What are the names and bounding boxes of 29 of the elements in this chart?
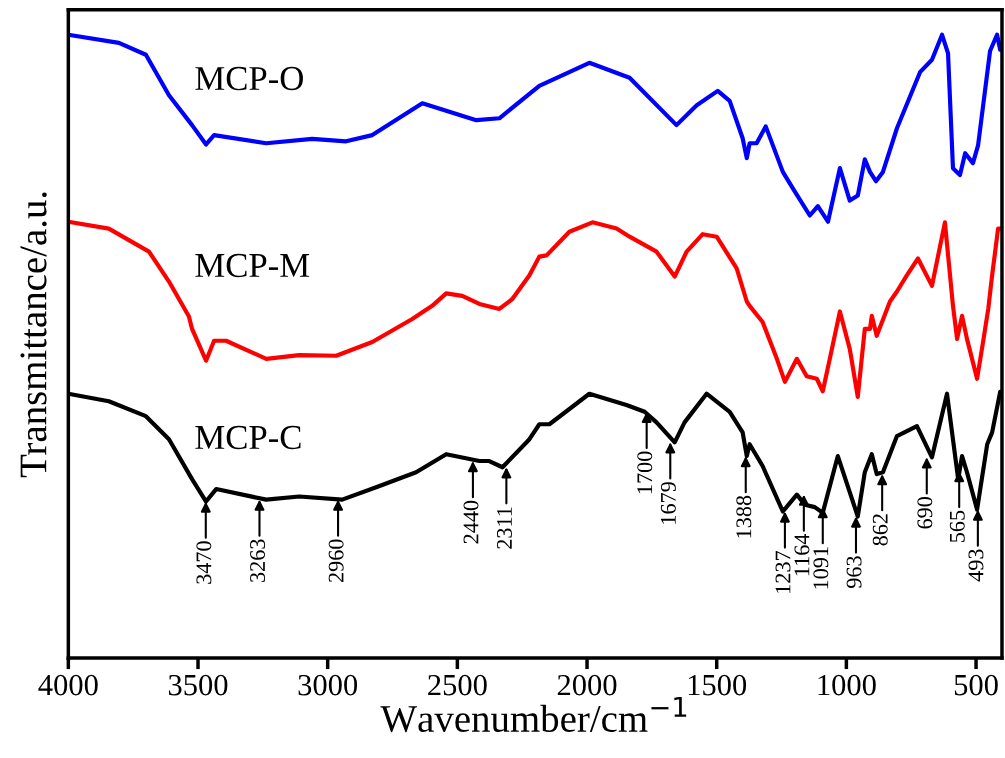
annotation: 963 xyxy=(846,556,862,588)
y-axis-title: Transmittance/a.u. xyxy=(20,192,47,478)
x-axis-title: Wavenumber/cm$^{−1}$ xyxy=(380,696,687,733)
annotation: 493 xyxy=(968,549,984,582)
annotation: 2311 xyxy=(497,507,512,549)
annotation: 1700 xyxy=(637,451,653,494)
annotation: 1388 xyxy=(736,495,752,538)
series-label: MCP-M xyxy=(195,253,310,278)
x-tick-label: 4000 xyxy=(38,674,98,696)
annotation: 1237 xyxy=(775,551,791,593)
annotation: 690 xyxy=(917,497,933,529)
x-tick-label: 1000 xyxy=(818,674,876,696)
x-tick-label: 3000 xyxy=(298,674,358,696)
x-tick-label: 1500 xyxy=(688,674,747,696)
series-label: MCP-C xyxy=(195,425,301,450)
series-label: MCP-O xyxy=(195,66,303,91)
x-tick-label: 2000 xyxy=(557,674,617,696)
annotation: 3470 xyxy=(196,541,212,584)
annotation: 3263 xyxy=(250,539,266,582)
x-tick-label: 500 xyxy=(954,674,998,696)
annotation: 862 xyxy=(872,514,888,546)
annotation: 565 xyxy=(949,510,965,542)
annotation: 2440 xyxy=(463,500,479,544)
annotation: 1679 xyxy=(660,482,676,524)
annotation: 1164 xyxy=(794,533,810,576)
annotation: 1091 xyxy=(813,547,829,589)
x-tick-label: 3500 xyxy=(168,674,228,696)
annotation: 2960 xyxy=(328,539,344,583)
x-tick-label: 2500 xyxy=(428,674,487,696)
